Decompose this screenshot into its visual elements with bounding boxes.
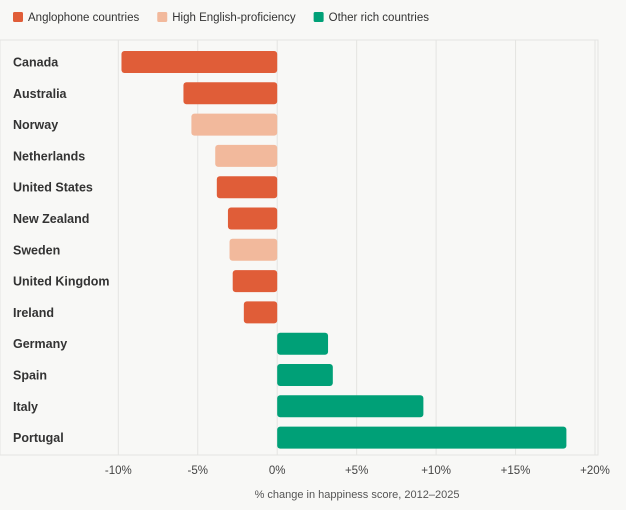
legend-swatch: [13, 12, 23, 22]
x-tick-label: +15%: [501, 465, 531, 477]
legend-swatch: [313, 12, 324, 22]
grid: [0, 39, 599, 456]
legend-item: Anglophone countries: [13, 12, 139, 24]
category-label: New Zealand: [13, 212, 89, 226]
category-labels: Canada Australia Norway Netherlands United S…: [13, 56, 110, 446]
x-tick-labels: -10% -5% 0% +5% +10% +15% +20%: [105, 465, 610, 477]
bar-new-zealand: [227, 207, 278, 230]
bar-italy: [277, 395, 424, 418]
category-label: Ireland: [13, 306, 54, 320]
bars: [121, 51, 567, 449]
x-tick-label: +20%: [580, 465, 610, 477]
bar-norway: [191, 113, 278, 136]
bar-australia: [183, 82, 278, 105]
bar-spain: [277, 364, 333, 386]
x-tick-label: +10%: [421, 465, 451, 477]
legend-item: Other rich countries: [313, 12, 430, 24]
legend-label: High English-proficiency: [172, 12, 296, 24]
bar-canada: [121, 51, 278, 73]
category-label: Canada: [13, 56, 59, 70]
category-label: Sweden: [13, 243, 60, 257]
category-label: Spain: [13, 369, 47, 383]
category-label: United States: [13, 181, 93, 195]
x-axis-label: % change in happiness score, 2012–2025: [255, 489, 460, 501]
x-tick-label: +5%: [345, 465, 368, 477]
category-label: Netherlands: [13, 149, 85, 163]
legend-label: Anglophone countries: [28, 12, 139, 24]
category-label: United Kingdom: [13, 275, 110, 289]
category-label: Italy: [13, 400, 38, 414]
category-label: Australia: [13, 87, 68, 101]
legend-item: High English-proficiency: [157, 12, 296, 24]
category-label: Norway: [13, 118, 58, 132]
plot-frame: [0, 39, 599, 456]
legend-swatch: [157, 12, 168, 22]
bar-germany: [277, 332, 329, 355]
bar-united-kingdom: [232, 270, 278, 293]
bar-sweden: [229, 238, 278, 261]
category-label: Portugal: [13, 431, 64, 445]
bar-united-states: [216, 176, 278, 199]
x-tick-label: -10%: [105, 465, 132, 477]
bar-netherlands: [215, 144, 278, 167]
legend-label: Other rich countries: [329, 12, 430, 24]
category-label: Germany: [13, 337, 67, 351]
bar-portugal: [277, 426, 567, 449]
legend: Anglophone countries High English-profici…: [13, 12, 429, 24]
x-tick-label: 0%: [269, 465, 286, 477]
bar-ireland: [243, 301, 278, 324]
x-tick-label: -5%: [188, 465, 208, 477]
